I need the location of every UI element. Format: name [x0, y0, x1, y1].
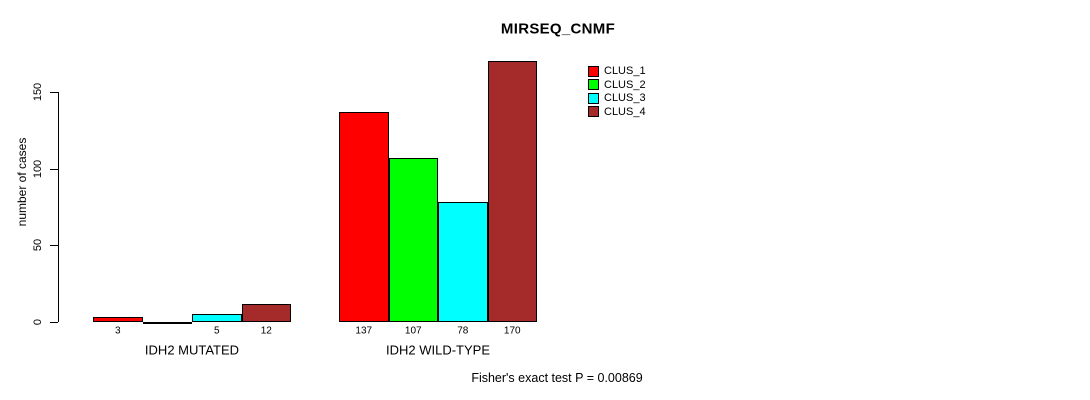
- y-tick-mark: [50, 168, 58, 170]
- legend-label: CLUS_2: [604, 78, 646, 91]
- bar-clus_2-idh2-mutated: [142, 322, 192, 324]
- y-axis-line: [58, 92, 59, 322]
- bar-clus_1-idh2-wild-type: [339, 111, 389, 322]
- bar-value-label: 170: [503, 325, 521, 337]
- bar-value-label: 107: [404, 325, 422, 337]
- legend-item-clus_2: CLUS_2: [588, 79, 646, 91]
- bar-value-label: 12: [260, 325, 272, 337]
- y-tick-label: 50: [32, 239, 44, 252]
- legend-item-clus_4: CLUS_4: [588, 106, 646, 118]
- legend-swatch-icon: [588, 106, 599, 117]
- y-tick-mark: [50, 92, 58, 93]
- group-label-idh2-mutated: IDH2 MUTATED: [144, 342, 240, 358]
- bar-clus_1-idh2-mutated: [93, 317, 143, 322]
- legend-item-clus_1: CLUS_1: [588, 65, 646, 77]
- y-axis-label: number of cases: [15, 137, 29, 227]
- bar-clus_3-idh2-mutated: [192, 314, 242, 322]
- bar-clus_4-idh2-wild-type: [487, 61, 537, 322]
- legend-item-clus_3: CLUS_3: [588, 92, 646, 104]
- legend-swatch-icon: [588, 79, 599, 90]
- legend-label: CLUS_3: [604, 92, 646, 104]
- bar-value-label: 5: [213, 325, 220, 337]
- y-tick-mark: [50, 245, 58, 247]
- group-label-idh2-wild-type: IDH2 WILD-TYPE: [385, 342, 491, 358]
- bar-clus_2-idh2-wild-type: [388, 157, 438, 322]
- legend-swatch-icon: [588, 65, 599, 77]
- bar-clus_4-idh2-mutated: [241, 303, 291, 322]
- legend-label: CLUS_4: [604, 105, 646, 118]
- y-tick-mark: [50, 322, 58, 323]
- y-tick-label: 150: [32, 82, 44, 102]
- legend-label: CLUS_1: [604, 65, 646, 77]
- y-tick-label: 0: [32, 318, 44, 326]
- legend-swatch-icon: [588, 92, 599, 104]
- chart-title: MIRSEQ_CNMF: [500, 20, 616, 38]
- bar-value-label: 137: [355, 325, 373, 337]
- bar-value-label: 78: [457, 325, 469, 337]
- y-tick-label: 100: [32, 159, 44, 178]
- bar-value-label: 3: [114, 325, 121, 337]
- bar-clus_3-idh2-wild-type: [438, 202, 488, 322]
- fisher-test-annotation: Fisher's exact test P = 0.00869: [471, 371, 643, 385]
